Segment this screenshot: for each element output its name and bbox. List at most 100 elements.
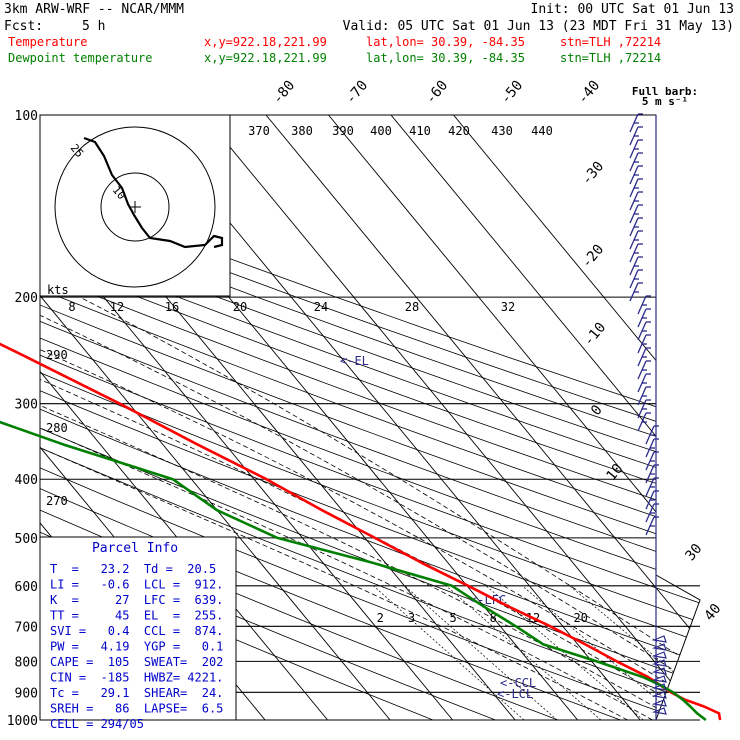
dry-adiabat xyxy=(40,115,700,720)
dry-adiabat xyxy=(40,115,700,720)
dewpoint-latlon: lat,lon= 30.39, -84.35 xyxy=(366,51,525,65)
mixing-ratio-line xyxy=(485,585,644,720)
pressure-tick-label: 200 xyxy=(15,291,38,306)
theta-label: 390 xyxy=(332,124,354,138)
pressure-tick-label: 400 xyxy=(15,473,38,488)
theta-label: 430 xyxy=(491,124,513,138)
isotherm-label: -40 xyxy=(575,78,604,108)
dry-adiabat xyxy=(40,115,700,720)
dry-adiabat xyxy=(40,115,684,720)
wind-barb xyxy=(651,683,667,691)
isotherm-line xyxy=(328,115,700,720)
theta-label: 370 xyxy=(248,124,270,138)
isotherm-label: 10 xyxy=(603,461,626,484)
mixing-ratio-label: 3 xyxy=(408,611,415,625)
dry-adiabat xyxy=(40,115,700,720)
theta-label: 380 xyxy=(291,124,313,138)
parcel-info-box: Parcel Info T = 23.2 Td = 20.5 LI = -0.6 L… xyxy=(39,536,237,731)
temperature-xy: x,y=922.18,221.99 xyxy=(204,35,327,49)
mixing-ratio-label: 20 xyxy=(573,611,587,625)
axis-labels: 2 3 5 8 12 201002003004005006007008009001000-… xyxy=(7,78,725,729)
ccl-marker: <-CCL xyxy=(500,676,536,690)
moist-adiabat xyxy=(40,296,700,720)
barb-key-value: 5 m s⁻¹ xyxy=(642,95,688,108)
parcel-info-row: K = 27 LFC = 639. xyxy=(50,593,223,607)
plot-edge xyxy=(655,470,701,721)
hodograph-trace xyxy=(83,136,224,249)
wind-barb xyxy=(651,667,667,675)
forecast-hour: 5 h xyxy=(82,19,105,34)
isotherm-line xyxy=(203,115,700,720)
hodograph-ring-10 xyxy=(100,172,170,242)
dewpoint-legend: Dewpoint temperature xyxy=(8,51,153,65)
wind-barb xyxy=(651,643,667,651)
isotherm-label: -80 xyxy=(270,78,299,108)
pressure-tick-label: 800 xyxy=(15,655,38,670)
hodograph-ring-25 xyxy=(54,126,216,288)
mixing-ratio-top-label: 12 xyxy=(110,300,124,314)
isotherm-label: -10 xyxy=(581,320,610,350)
dewpoint-station: stn=TLH ,72214 xyxy=(560,51,661,65)
mixing-ratio-top-label: 8 xyxy=(68,300,75,314)
dewpoint-xy: x,y=922.18,221.99 xyxy=(204,51,327,65)
dry-adiabat xyxy=(40,115,700,720)
parcel-info-title: Parcel Info xyxy=(92,541,178,556)
isotherm-line xyxy=(40,115,453,720)
valid-time: Valid: 05 UTC Sat 01 Jun 13 (23 MDT Fri … xyxy=(343,19,734,34)
parcel-info-row: SVI = 0.4 CCL = 874. xyxy=(50,624,223,638)
mixing-ratio-top-label: 16 xyxy=(165,300,179,314)
init-time: Init: 00 UTC Sat 01 Jun 13 xyxy=(531,2,735,17)
dry-adiabat xyxy=(40,115,700,720)
parcel-info-row: SREH = 86 LAPSE= 6.5 xyxy=(50,702,223,716)
pressure-tick-label: 100 xyxy=(15,109,38,124)
wind-barbs xyxy=(629,113,667,720)
isotherm-label: 0 xyxy=(588,402,606,419)
wind-barb xyxy=(651,699,667,707)
mixing-ratio-label: 8 xyxy=(490,611,497,625)
el-marker: <-EL xyxy=(340,354,369,368)
pressure-tick-label: 900 xyxy=(15,686,38,701)
isotherm-label: 40 xyxy=(701,601,724,624)
theta-label: 440 xyxy=(531,124,553,138)
dry-adiabat xyxy=(40,115,700,720)
isotherm-line xyxy=(40,115,391,720)
wind-barb xyxy=(651,651,667,659)
mixing-ratio-top-label: 24 xyxy=(314,300,328,314)
mixing-ratio-label: 5 xyxy=(450,611,457,625)
pressure-tick-label: 600 xyxy=(15,580,38,595)
wind-barb xyxy=(651,659,667,667)
theta-side-label: 280 xyxy=(46,421,68,435)
pressure-tick-label: 500 xyxy=(15,532,38,547)
theta-label: 420 xyxy=(448,124,470,138)
parcel-info-row: CELL = 294/05 xyxy=(50,717,144,731)
theta-label: 400 xyxy=(370,124,392,138)
parcel-info-row: CIN = -185 HWBZ= 4221. xyxy=(50,671,223,685)
isotherm-line xyxy=(0,115,15,720)
isotherm-label: -20 xyxy=(579,242,608,272)
moist-adiabat xyxy=(79,296,700,720)
wind-barb xyxy=(651,675,667,683)
mixing-ratio-top-label: 32 xyxy=(501,300,515,314)
wind-barb xyxy=(651,635,667,643)
dry-adiabat xyxy=(40,115,700,720)
parcel-info-row: PW = 4.19 YGP = 0.1 xyxy=(50,640,223,654)
lcl-marker: <-LCL xyxy=(497,687,533,701)
parcel-info-row: Tc = 29.1 SHEAR= 24. xyxy=(50,686,223,700)
dry-adiabat xyxy=(40,115,700,720)
pressure-tick-label: 1000 xyxy=(7,714,38,729)
isotherm-label: -50 xyxy=(498,78,527,108)
pressure-tick-label: 700 xyxy=(15,620,38,635)
mixing-ratio-top-label: 20 xyxy=(233,300,247,314)
sounding-profiles xyxy=(0,342,722,722)
pressure-tick-label: 300 xyxy=(15,398,38,413)
isotherm-label: -30 xyxy=(579,159,608,189)
theta-side-label: 290 xyxy=(46,348,68,362)
parcel-info-row: TT = 45 EL = 255. xyxy=(50,609,223,623)
moist-adiabat xyxy=(40,296,700,720)
model-title: 3km ARW-WRF -- NCAR/MMM xyxy=(4,2,184,17)
isotherm-line xyxy=(390,115,700,720)
temperature-latlon: lat,lon= 30.39, -84.35 xyxy=(366,35,525,49)
temperature-station: stn=TLH ,72214 xyxy=(560,35,661,49)
dewpoint-profile xyxy=(0,420,707,722)
